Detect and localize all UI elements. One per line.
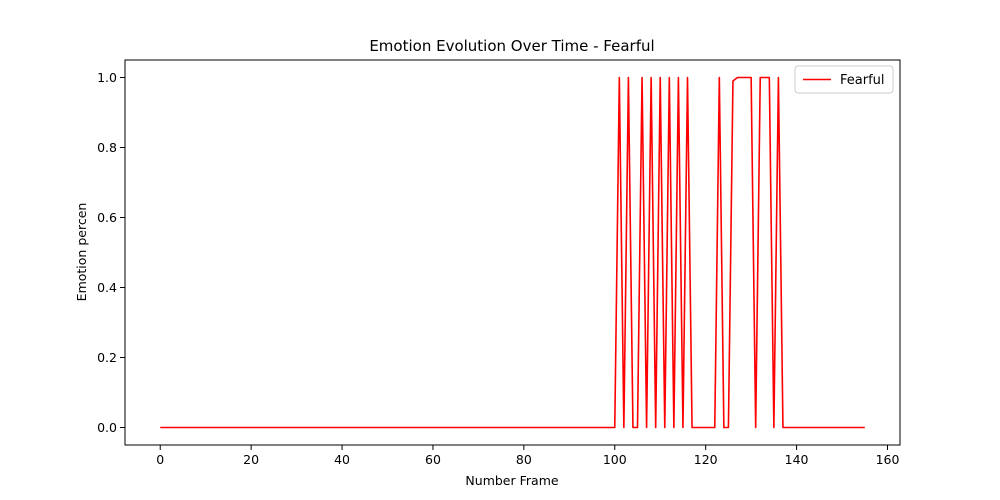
x-tick-label: 80 xyxy=(516,452,532,467)
y-tick-label: 0.8 xyxy=(97,140,117,155)
x-tick-label: 40 xyxy=(334,452,350,467)
x-tick-label: 20 xyxy=(243,452,259,467)
x-tick-label: 60 xyxy=(425,452,441,467)
series-line-fearful xyxy=(160,76,865,429)
y-axis: 0.0 0.2 0.4 0.6 0.8 1.0 xyxy=(97,70,125,435)
y-tick-label: 0.6 xyxy=(97,210,117,225)
x-axis-label: Number Frame xyxy=(465,473,558,488)
plot-area: 0 20 40 60 80 100 120 140 160 0.0 0.2 0.4 0.6 0.8 1.0 xyxy=(97,59,901,467)
y-tick-label: 1.0 xyxy=(97,70,117,85)
y-tick-label: 0.2 xyxy=(97,350,117,365)
y-tick-label: 0.4 xyxy=(97,280,117,295)
x-axis: 0 20 40 60 80 100 120 140 160 xyxy=(156,445,899,467)
y-tick-label: 0.0 xyxy=(97,420,117,435)
legend: Fearful xyxy=(794,65,894,94)
legend-label-fearful: Fearful xyxy=(840,73,885,88)
y-axis-label: Emotion percen xyxy=(74,203,89,302)
x-tick-label: 160 xyxy=(876,452,900,467)
x-tick-label: 100 xyxy=(603,452,627,467)
chart-title: Emotion Evolution Over Time - Fearful xyxy=(369,37,654,55)
x-tick-label: 120 xyxy=(694,452,718,467)
x-tick-label: 140 xyxy=(785,452,809,467)
legend-box xyxy=(794,65,894,94)
x-tick-label: 0 xyxy=(156,452,164,467)
plot-frame xyxy=(124,59,901,446)
